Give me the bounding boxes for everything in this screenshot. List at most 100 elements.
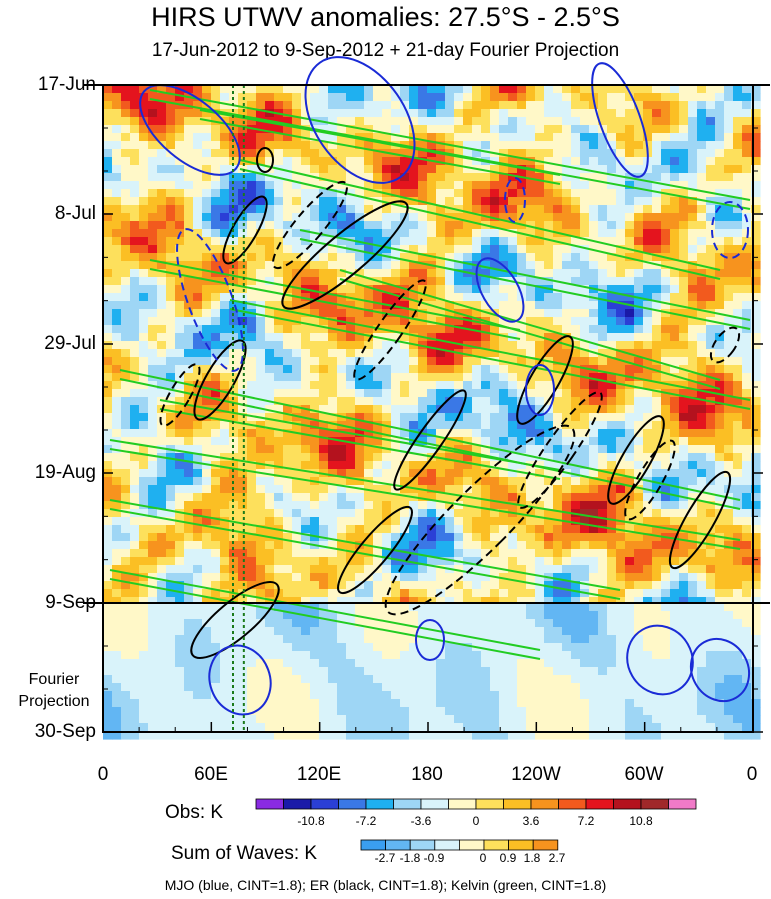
obs-anomaly-cell — [688, 253, 698, 262]
projection-cell — [157, 611, 167, 620]
obs-anomaly-cell — [751, 429, 761, 438]
obs-anomaly-cell — [310, 357, 320, 366]
projection-cell — [355, 611, 365, 620]
obs-anomaly-cell — [553, 429, 563, 438]
obs-anomaly-cell — [166, 293, 176, 302]
obs-anomaly-cell — [265, 597, 275, 606]
obs-anomaly-cell — [193, 149, 203, 158]
obs-anomaly-cell — [409, 533, 419, 542]
obs-anomaly-cell — [544, 301, 554, 310]
obs-anomaly-cell — [202, 117, 212, 126]
obs-anomaly-cell — [661, 565, 671, 574]
projection-cell — [526, 603, 536, 612]
obs-anomaly-cell — [751, 549, 761, 558]
obs-anomaly-cell — [463, 149, 473, 158]
obs-anomaly-cell — [490, 341, 500, 350]
obs-anomaly-cell — [535, 189, 545, 198]
obs-anomaly-cell — [211, 573, 221, 582]
obs-anomaly-cell — [373, 477, 383, 486]
obs-anomaly-cell — [526, 149, 536, 158]
obs-anomaly-cell — [427, 165, 437, 174]
obs-anomaly-cell — [355, 517, 365, 526]
obs-anomaly-cell — [310, 413, 320, 422]
obs-anomaly-cell — [679, 261, 689, 270]
obs-anomaly-cell — [553, 589, 563, 598]
obs-anomaly-cell — [661, 373, 671, 382]
obs-anomaly-cell — [175, 397, 185, 406]
obs-anomaly-cell — [517, 373, 527, 382]
obs-anomaly-cell — [688, 277, 698, 286]
obs-anomaly-cell — [112, 485, 122, 494]
obs-anomaly-cell — [130, 93, 140, 102]
obs-anomaly-cell — [256, 173, 266, 182]
obs-anomaly-cell — [463, 109, 473, 118]
obs-anomaly-cell — [643, 349, 653, 358]
obs-anomaly-cell — [157, 573, 167, 582]
obs-anomaly-cell — [427, 333, 437, 342]
obs-anomaly-cell — [274, 293, 284, 302]
obs-anomaly-cell — [580, 445, 590, 454]
obs-anomaly-cell — [535, 501, 545, 510]
obs-anomaly-cell — [679, 109, 689, 118]
obs-anomaly-cell — [517, 445, 527, 454]
obs-anomaly-cell — [454, 485, 464, 494]
obs-anomaly-cell — [247, 501, 257, 510]
obs-anomaly-cell — [400, 309, 410, 318]
obs-anomaly-cell — [346, 405, 356, 414]
obs-anomaly-cell — [715, 293, 725, 302]
obs-anomaly-cell — [355, 181, 365, 190]
obs-anomaly-cell — [679, 101, 689, 110]
projection-cell — [247, 627, 257, 636]
obs-anomaly-cell — [715, 381, 725, 390]
projection-cell — [688, 611, 698, 620]
obs-anomaly-cell — [157, 389, 167, 398]
obs-anomaly-cell — [319, 317, 329, 326]
obs-anomaly-cell — [238, 509, 248, 518]
obs-anomaly-cell — [598, 157, 608, 166]
obs-anomaly-cell — [535, 589, 545, 598]
obs-anomaly-cell — [733, 557, 743, 566]
obs-anomaly-cell — [580, 493, 590, 502]
obs-anomaly-cell — [499, 461, 509, 470]
obs-anomaly-cell — [247, 181, 257, 190]
obs-anomaly-cell — [175, 589, 185, 598]
obs-anomaly-cell — [310, 333, 320, 342]
obs-anomaly-cell — [742, 493, 752, 502]
obs-anomaly-cell — [121, 317, 131, 326]
obs-anomaly-cell — [706, 109, 716, 118]
obs-anomaly-cell — [328, 557, 338, 566]
obs-anomaly-cell — [589, 573, 599, 582]
obs-anomaly-cell — [121, 357, 131, 366]
obs-anomaly-cell — [580, 141, 590, 150]
obs-anomaly-cell — [562, 397, 572, 406]
obs-anomaly-cell — [553, 565, 563, 574]
obs-anomaly-cell — [184, 373, 194, 382]
obs-anomaly-cell — [418, 501, 428, 510]
obs-anomaly-cell — [670, 589, 680, 598]
obs-anomaly-cell — [202, 237, 212, 246]
obs-anomaly-cell — [391, 373, 401, 382]
obs-anomaly-cell — [166, 117, 176, 126]
obs-anomaly-cell — [121, 501, 131, 510]
obs-anomaly-cell — [310, 365, 320, 374]
obs-anomaly-cell — [472, 381, 482, 390]
obs-anomaly-cell — [301, 189, 311, 198]
obs-anomaly-cell — [139, 261, 149, 270]
obs-anomaly-cell — [670, 325, 680, 334]
obs-anomaly-cell — [103, 565, 113, 574]
obs-anomaly-cell — [220, 421, 230, 430]
obs-anomaly-cell — [337, 309, 347, 318]
obs-anomaly-cell — [202, 157, 212, 166]
obs-anomaly-cell — [427, 533, 437, 542]
obs-anomaly-cell — [481, 333, 491, 342]
obs-anomaly-cell — [634, 125, 644, 134]
obs-anomaly-cell — [220, 517, 230, 526]
obs-anomaly-cell — [382, 397, 392, 406]
obs-anomaly-cell — [589, 221, 599, 230]
obs-anomaly-cell — [499, 325, 509, 334]
obs-anomaly-cell — [112, 453, 122, 462]
obs-anomaly-cell — [292, 117, 302, 126]
obs-anomaly-cell — [670, 477, 680, 486]
obs-anomaly-cell — [661, 549, 671, 558]
obs-anomaly-cell — [400, 109, 410, 118]
